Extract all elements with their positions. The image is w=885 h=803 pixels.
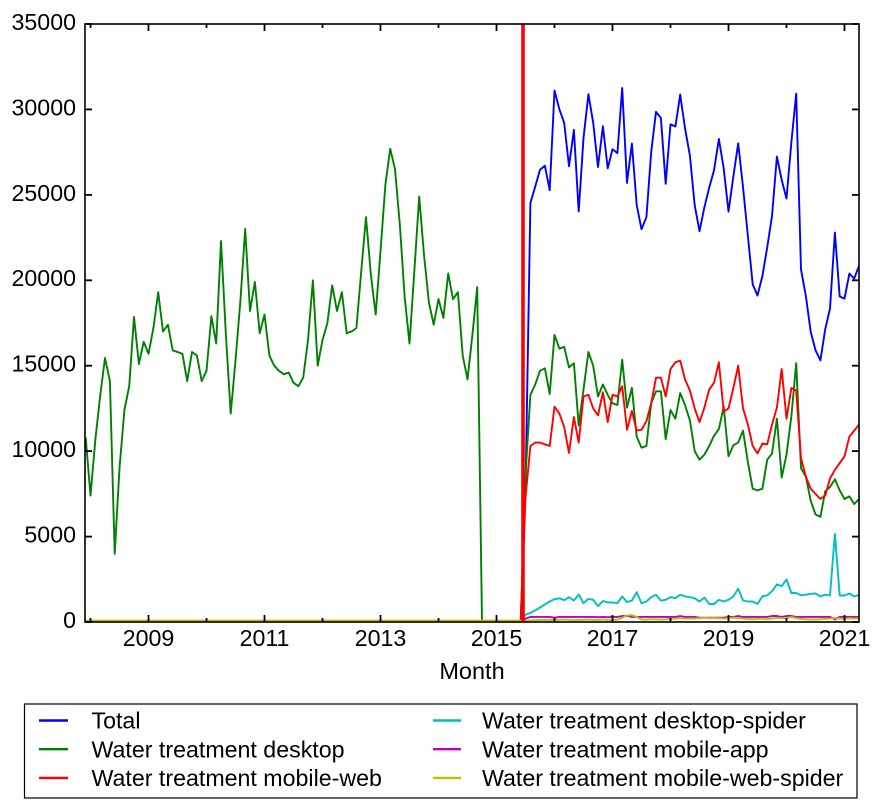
svg-text:2019: 2019 (703, 625, 755, 651)
svg-text:5000: 5000 (24, 522, 76, 548)
svg-text:2015: 2015 (471, 625, 523, 651)
svg-text:Water treatment mobile-web: Water treatment mobile-web (92, 765, 382, 791)
svg-text:Water treatment mobile-web-spi: Water treatment mobile-web-spider (482, 765, 844, 791)
svg-text:30000: 30000 (12, 94, 76, 120)
svg-text:Water treatment mobile-app: Water treatment mobile-app (482, 736, 769, 762)
svg-text:2011: 2011 (240, 625, 290, 651)
svg-text:2013: 2013 (355, 625, 407, 651)
svg-text:0: 0 (63, 607, 76, 633)
svg-text:35000: 35000 (12, 9, 76, 35)
svg-text:2009: 2009 (123, 625, 175, 651)
svg-text:10000: 10000 (12, 436, 76, 462)
svg-text:Water treatment desktop-spider: Water treatment desktop-spider (482, 708, 806, 734)
svg-text:15000: 15000 (12, 351, 76, 377)
svg-text:25000: 25000 (12, 180, 76, 206)
svg-text:Water treatment desktop: Water treatment desktop (92, 736, 345, 762)
svg-text:2017: 2017 (587, 625, 639, 651)
svg-text:Month: Month (439, 658, 504, 684)
svg-text:Total: Total (92, 708, 141, 734)
svg-text:20000: 20000 (12, 265, 76, 291)
svg-text:2021: 2021 (819, 625, 871, 651)
